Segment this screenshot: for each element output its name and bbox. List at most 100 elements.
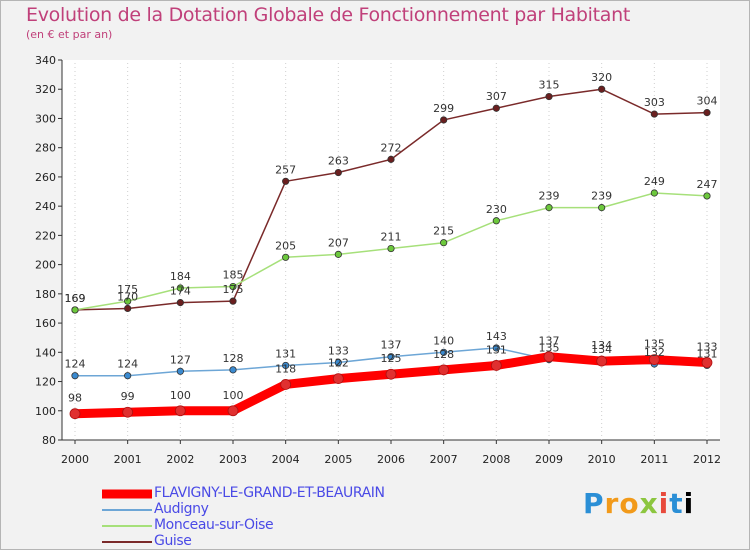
data-label: 239 (591, 190, 612, 203)
y-tick-label: 320 (35, 83, 56, 96)
data-label: 239 (539, 190, 560, 203)
data-label: 263 (328, 155, 349, 168)
x-tick-label: 2006 (377, 453, 405, 466)
data-label: 320 (591, 71, 612, 84)
data-point (334, 358, 342, 367)
data-point (176, 367, 184, 375)
x-tick-label: 2000 (61, 453, 89, 466)
x-tick-label: 2001 (114, 453, 142, 466)
data-label: 184 (170, 270, 191, 283)
data-point (440, 348, 448, 356)
data-label: 175 (117, 283, 138, 296)
data-point (440, 116, 448, 124)
brand-letter: o (619, 487, 640, 520)
x-tick-label: 2008 (482, 453, 510, 466)
data-label: 124 (117, 358, 138, 371)
y-tick-label: 280 (35, 142, 56, 155)
data-label: 303 (644, 96, 665, 109)
data-label: 131 (275, 347, 296, 360)
data-point (334, 168, 342, 177)
data-label: 247 (697, 178, 718, 191)
x-tick-label: 2005 (324, 453, 352, 466)
data-point (282, 177, 290, 185)
x-tick-label: 2012 (693, 453, 721, 466)
data-point (282, 253, 290, 261)
data-point (387, 155, 395, 163)
data-point (545, 92, 553, 101)
data-label: 272 (381, 141, 402, 154)
data-label: 307 (486, 90, 507, 103)
data-point (124, 297, 132, 305)
data-point (122, 406, 134, 418)
data-point (650, 189, 658, 197)
legend-label: FLAVIGNY-LE-GRAND-ET-BEAURAIN (154, 485, 385, 501)
data-label: 249 (644, 175, 665, 188)
data-label: 124 (65, 358, 86, 371)
y-tick-label: 340 (35, 54, 56, 67)
x-tick-label: 2002 (166, 453, 194, 466)
data-label: 175 (223, 283, 244, 296)
brand-letter: P (583, 487, 605, 520)
y-tick-label: 100 (35, 405, 56, 418)
data-label: 135 (644, 338, 665, 351)
data-point (69, 408, 81, 420)
data-point (229, 282, 237, 291)
data-point (492, 344, 500, 352)
x-tick-label: 2003 (219, 453, 247, 466)
data-label: 140 (433, 334, 454, 347)
data-label: 133 (328, 345, 349, 358)
data-point (227, 405, 239, 417)
data-point (703, 192, 711, 200)
y-tick-label: 140 (35, 346, 56, 359)
data-point (387, 353, 395, 361)
data-point (229, 366, 237, 374)
data-point (440, 239, 448, 247)
data-label: 133 (697, 341, 718, 354)
data-label: 122 (328, 357, 349, 370)
data-label: 207 (328, 236, 349, 249)
data-label: 131 (697, 347, 718, 360)
data-point (703, 109, 711, 117)
brand-letter: x (639, 487, 659, 520)
data-label: 131 (486, 343, 507, 356)
data-label: 169 (65, 292, 86, 305)
y-tick-label: 200 (35, 259, 56, 272)
chart-subtitle: (en € et par an) (26, 28, 113, 41)
data-point (598, 85, 606, 93)
data-point (174, 405, 186, 417)
data-point (124, 304, 132, 313)
legend-label: Monceau-sur-Oise (154, 517, 274, 533)
data-label: 137 (539, 335, 560, 348)
data-point (387, 244, 395, 253)
y-tick-label: 120 (35, 376, 56, 389)
data-label: 205 (275, 239, 296, 252)
data-point (492, 217, 500, 225)
x-tick-label: 2004 (272, 453, 300, 466)
data-point (648, 354, 660, 366)
data-point (124, 372, 132, 380)
data-label: 174 (170, 285, 191, 298)
data-point (176, 299, 184, 307)
x-tick-label: 2011 (640, 453, 668, 466)
legend-label: Guise (154, 533, 192, 549)
data-point (71, 306, 79, 314)
data-label: 315 (539, 79, 560, 92)
data-label: 170 (117, 290, 138, 303)
data-label: 137 (381, 339, 402, 352)
data-point (650, 110, 658, 118)
data-label: 100 (223, 389, 244, 402)
data-label: 128 (223, 352, 244, 365)
data-label: 169 (65, 292, 86, 305)
data-point (334, 250, 342, 258)
y-tick-label: 240 (35, 200, 56, 213)
data-label: 132 (644, 346, 665, 359)
data-point (596, 355, 608, 367)
data-label: 299 (433, 102, 454, 115)
data-label: 304 (697, 95, 718, 108)
data-point (385, 368, 397, 380)
data-label: 125 (381, 352, 402, 365)
data-point (176, 284, 184, 292)
y-tick-label: 160 (35, 317, 56, 330)
data-label: 134 (591, 343, 612, 356)
